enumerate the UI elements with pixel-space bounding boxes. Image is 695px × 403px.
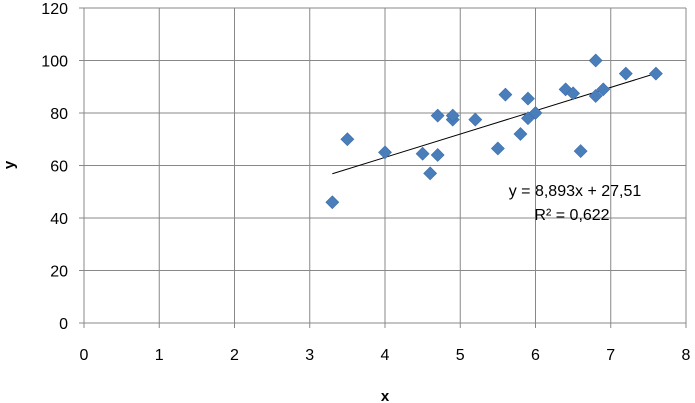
x-tick-label: 0 [80, 347, 89, 364]
data-point [490, 141, 505, 156]
y-tick-labels: 0 20 40 60 80 100 120 [41, 1, 68, 333]
x-tick-label: 2 [230, 347, 239, 364]
data-point [521, 91, 535, 106]
data-point [445, 108, 460, 123]
y-tick-label: 40 [50, 211, 68, 228]
data-points [325, 53, 663, 210]
data-point [430, 108, 445, 123]
x-axis-title: x [381, 388, 390, 403]
y-tick-label: 80 [50, 106, 68, 123]
data-point [588, 89, 603, 103]
x-tick-label: 6 [531, 347, 540, 364]
x-tick-label: 7 [606, 347, 615, 364]
x-tick-label: 4 [381, 347, 390, 364]
data-point [325, 195, 340, 210]
trendline-equation: y = 8,893x + 27,51 [509, 183, 642, 200]
r-squared-label: R² = 0,622 [534, 207, 609, 224]
data-point [430, 148, 445, 162]
x-tick-label: 3 [305, 347, 314, 364]
data-point [573, 144, 588, 158]
x-tick-label: 1 [155, 347, 164, 364]
data-point [378, 145, 392, 160]
x-tick-label: 5 [456, 347, 465, 364]
y-tick-label: 60 [50, 159, 68, 176]
y-tick-label: 100 [41, 54, 68, 71]
data-point [468, 112, 483, 127]
data-point [566, 86, 581, 101]
data-point [340, 132, 355, 147]
data-point [596, 82, 611, 97]
y-tick-label: 20 [50, 264, 68, 281]
y-tick-label: 120 [41, 1, 68, 18]
data-point [415, 146, 430, 161]
data-point [498, 87, 513, 102]
data-point [423, 166, 438, 181]
y-tick-label: 0 [59, 316, 68, 333]
axes [79, 7, 687, 328]
data-point [528, 106, 543, 120]
data-point [648, 66, 663, 81]
y-axis-title: y [1, 160, 18, 169]
x-tick-label: 8 [682, 347, 691, 364]
data-point [618, 66, 633, 81]
data-point [513, 127, 528, 141]
x-tick-labels: 0 1 2 3 4 5 6 7 8 [80, 347, 691, 364]
data-point [588, 53, 603, 68]
